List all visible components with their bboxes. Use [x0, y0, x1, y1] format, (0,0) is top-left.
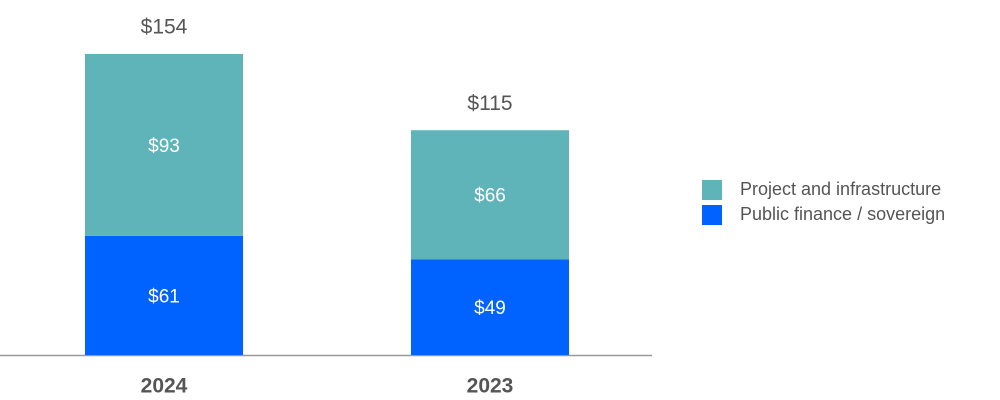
legend-swatch — [702, 205, 722, 225]
bar-segment — [411, 130, 569, 260]
segment-label: $66 — [474, 186, 506, 207]
segment-label: $93 — [148, 136, 180, 157]
x-tick-label: 2024 — [141, 375, 188, 398]
legend-swatch — [702, 180, 722, 200]
total-label: $115 — [467, 92, 512, 115]
bar-segment — [85, 54, 243, 236]
total-label: $154 — [141, 16, 188, 39]
segment-label: $49 — [474, 298, 506, 319]
x-tick-label: 2023 — [467, 375, 514, 398]
segment-label: $61 — [148, 286, 180, 307]
legend-label: Public finance / sovereign — [740, 204, 945, 224]
legend-label: Project and infrastructure — [740, 179, 941, 199]
bar-segment — [411, 259, 569, 355]
bar-segment — [85, 235, 243, 355]
